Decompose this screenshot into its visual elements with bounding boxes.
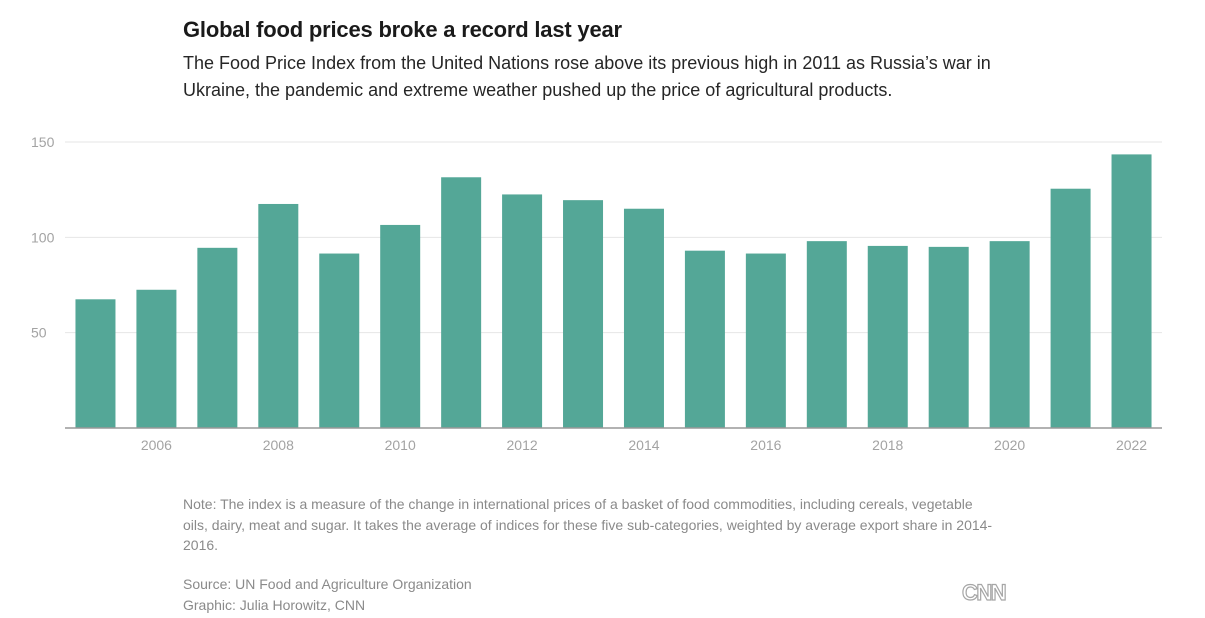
x-tick-label: 2020 <box>994 437 1025 453</box>
source-credit: Source: UN Food and Agriculture Organiza… <box>183 574 472 615</box>
x-tick-label: 2022 <box>1116 437 1147 453</box>
x-tick-label: 2006 <box>141 437 172 453</box>
bar-2006 <box>136 289 177 428</box>
bar-2008 <box>258 203 299 428</box>
bar-2018 <box>867 245 908 428</box>
bar-2011 <box>441 177 482 428</box>
y-axis-labels: 50 100 150 <box>31 134 55 341</box>
bar-2021 <box>1050 188 1091 428</box>
bar-2015 <box>684 250 725 428</box>
x-tick-label: 2014 <box>628 437 659 453</box>
y-tick-label: 100 <box>31 229 55 245</box>
bar-2010 <box>380 224 421 428</box>
bar-chart: 50 100 150 2006 2008 2010 2012 2014 2016 2018 202… <box>31 134 1162 453</box>
y-tick-label: 50 <box>31 325 47 341</box>
bar-2013 <box>563 200 604 428</box>
bar-2014 <box>623 208 664 428</box>
chart-note: Note: The index is a measure of the chan… <box>183 496 993 553</box>
x-axis-labels: 2006 2008 2010 2012 2014 2016 2018 2020 2022 <box>141 437 1147 453</box>
bar-2007 <box>197 247 238 428</box>
x-tick-label: 2016 <box>750 437 781 453</box>
bar-2020 <box>989 241 1030 428</box>
bar-2019 <box>928 246 969 428</box>
source-text: Source: UN Food and Agriculture Organiza… <box>183 576 472 592</box>
bars <box>75 154 1152 429</box>
bar-2017 <box>806 241 847 428</box>
y-tick-label: 150 <box>31 134 55 150</box>
bar-2022 <box>1111 154 1152 429</box>
x-tick-label: 2012 <box>507 437 538 453</box>
chart-subtitle: The Food Price Index from the United Nat… <box>183 53 991 100</box>
x-tick-label: 2010 <box>385 437 416 453</box>
bar-2012 <box>502 194 543 428</box>
gridlines <box>65 141 1162 334</box>
chart-title: Global food prices broke a record last y… <box>183 17 622 42</box>
bar-2016 <box>745 253 786 428</box>
bar-2005 <box>75 299 116 428</box>
cnn-logo: CNN <box>961 579 1007 605</box>
x-tick-label: 2008 <box>263 437 294 453</box>
bar-2009 <box>319 253 360 428</box>
x-tick-label: 2018 <box>872 437 903 453</box>
graphic-credit: Graphic: Julia Horowitz, CNN <box>183 596 366 613</box>
